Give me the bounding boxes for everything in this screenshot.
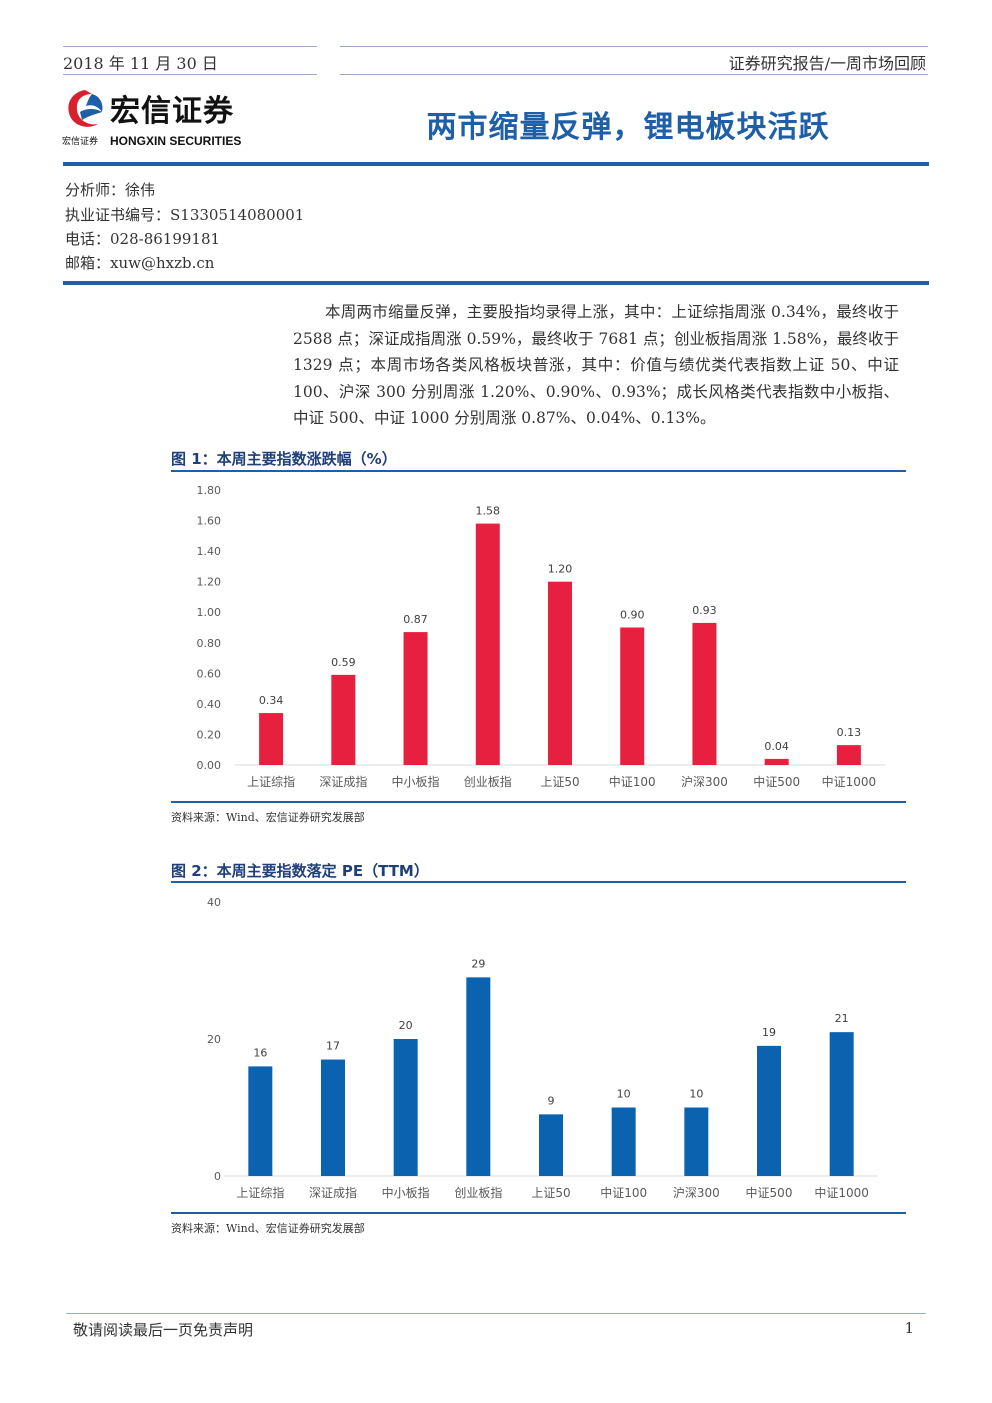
- chart2-data-label: 10: [689, 1088, 703, 1101]
- chart1-data-label: 1.20: [548, 563, 573, 576]
- page-number: 1: [904, 1319, 914, 1337]
- footer-disclaimer: 敬请阅读最后一页免责声明: [73, 1321, 254, 1339]
- chart1-data-label: 0.93: [692, 604, 717, 617]
- logo-name-en: HONGXIN SECURITIES: [110, 134, 242, 148]
- figure1-title: 图 1：本周主要指数涨跌幅（%）: [171, 450, 397, 468]
- chart2-category-label: 中小板指: [382, 1185, 430, 1200]
- chart2-category-label: 沪深300: [673, 1186, 720, 1200]
- figure1-source: 资料来源：Wind、宏信证券研究发展部: [171, 811, 365, 824]
- chart1-ytick-label: 1.20: [197, 576, 222, 589]
- chart2-category-label: 上证综指: [236, 1185, 284, 1200]
- chart1-ytick-label: 0.20: [197, 728, 222, 741]
- chart2-data-label: 17: [326, 1040, 340, 1053]
- figure2-source: 资料来源：Wind、宏信证券研究发展部: [171, 1222, 365, 1235]
- chart1-bar: [475, 523, 500, 765]
- figure1-top-rule: [171, 470, 906, 472]
- chart1-bar: [403, 632, 428, 765]
- analyst-name: 分析师：徐伟: [65, 181, 156, 199]
- chart2-ytick-label: 0: [214, 1170, 221, 1183]
- chart1-category-label: 中证500: [753, 774, 800, 789]
- chart2-bar: [248, 1066, 273, 1176]
- chart2-ytick-label: 20: [207, 1033, 221, 1046]
- chart1-ytick-label: 1.80: [197, 484, 222, 497]
- chart2-bar: [539, 1114, 563, 1176]
- chart1-data-label: 1.58: [476, 505, 501, 518]
- chart2-bar: [611, 1107, 636, 1176]
- chart2-data-label: 21: [835, 1012, 849, 1025]
- figure1-chart: 0.00 0.20 0.40 0.60 0.80 1.00 1.20 1.40 1.60 1.80…: [197, 484, 885, 789]
- chart1-ytick-label: 0.60: [197, 667, 222, 680]
- analyst-cert: 执业证书编号：S1330514080001: [65, 206, 305, 224]
- chart1-bar: [692, 622, 717, 765]
- chart2-bar: [466, 977, 491, 1176]
- chart2-data-label: 29: [471, 957, 485, 970]
- analyst-phone: 电话：028-86199181: [65, 230, 221, 248]
- chart1-bar: [764, 758, 789, 765]
- report-type: 证券研究报告/一周市场回顾: [728, 54, 926, 73]
- chart1-bar: [331, 674, 356, 765]
- figure2-title: 图 2：本周主要指数落定 PE（TTM）: [171, 862, 429, 880]
- chart2-data-label: 19: [762, 1026, 776, 1039]
- chart2-category-label: 上证50: [531, 1186, 570, 1200]
- chart1-ytick-label: 0.80: [197, 637, 222, 650]
- chart1-category-label: 深证成指: [319, 774, 367, 789]
- chart1-category-label: 创业板指: [464, 774, 512, 789]
- figure2-bottom-rule: [171, 1212, 906, 1214]
- figure2-top-rule: [171, 881, 906, 883]
- chart2-bar: [393, 1039, 418, 1176]
- chart1-category-label: 中证100: [609, 774, 656, 789]
- chart1-category-label: 中证1000: [822, 774, 877, 789]
- chart1-category-label: 沪深300: [681, 775, 728, 789]
- analyst-email: 邮箱：xuw@hxzb.cn: [65, 254, 215, 272]
- chart2-category-label: 中证1000: [814, 1185, 869, 1200]
- chart1-bar: [620, 627, 645, 765]
- chart1-data-label: 0.34: [259, 694, 284, 707]
- chart2-category-label: 中证100: [600, 1185, 647, 1200]
- analyst-rule: [63, 281, 929, 285]
- chart1-category-label: 上证综指: [247, 774, 295, 789]
- chart2-category-label: 深证成指: [309, 1185, 357, 1200]
- chart2-data-label: 20: [399, 1019, 413, 1032]
- chart1-data-label: 0.87: [403, 613, 428, 626]
- title-rule: [63, 162, 929, 166]
- header-rule-right: [340, 46, 928, 47]
- chart1-ytick-label: 0.00: [197, 759, 222, 772]
- chart2-ytick-label: 40: [207, 896, 221, 909]
- report-date: 2018 年 11 月 30 日: [63, 54, 218, 73]
- chart2-bar: [829, 1032, 854, 1176]
- figure2-chart: 0 20 40 16 上证综指 17 深证成指 20 中小板指 29 创业板指 9 上证50 10 中证10…: [207, 896, 878, 1200]
- chart2-category-label: 创业板指: [454, 1185, 502, 1200]
- logo-mark-icon: [68, 90, 103, 127]
- chart2-bar: [757, 1045, 781, 1176]
- logo-name-cn: 宏信证券: [110, 94, 234, 129]
- chart2-data-label: 9: [548, 1094, 555, 1107]
- chart1-bar: [259, 713, 284, 765]
- chart2-bar: [321, 1059, 345, 1176]
- chart2-bar: [684, 1107, 709, 1176]
- company-logo: 宏信证券 宏信证券 HONGXIN SECURITIES: [62, 86, 272, 152]
- footer-rule: [66, 1313, 926, 1314]
- chart1-ytick-label: 1.60: [197, 515, 222, 528]
- chart1-data-label: 0.04: [764, 740, 789, 753]
- summary-paragraph: 本周两市缩量反弹，主要股指均录得上涨，其中：上证综指周涨 0.34%，最终收于 …: [293, 303, 899, 427]
- logo-small-cn: 宏信证券: [62, 137, 99, 147]
- header-rule-right-bottom: [340, 74, 928, 75]
- chart1-data-label: 0.90: [620, 609, 645, 622]
- header-rule-left-bottom: [63, 74, 317, 75]
- figure1-bottom-rule: [171, 801, 906, 803]
- chart1-bar: [836, 745, 861, 765]
- chart1-ytick-label: 0.40: [197, 698, 222, 711]
- chart1-bar: [548, 581, 572, 765]
- chart1-category-label: 中小板指: [392, 774, 440, 789]
- chart1-ytick-label: 1.40: [197, 545, 222, 558]
- chart1-ytick-label: 1.00: [197, 606, 222, 619]
- chart1-category-label: 上证50: [540, 775, 579, 789]
- chart1-data-label: 0.59: [331, 656, 356, 669]
- chart2-data-label: 16: [253, 1046, 267, 1059]
- chart2-data-label: 10: [617, 1088, 631, 1101]
- chart2-category-label: 中证500: [746, 1185, 793, 1200]
- chart1-data-label: 0.13: [837, 726, 862, 739]
- header-rule-left: [63, 46, 317, 47]
- report-title: 两市缩量反弹，锂电板块活跃: [426, 110, 830, 145]
